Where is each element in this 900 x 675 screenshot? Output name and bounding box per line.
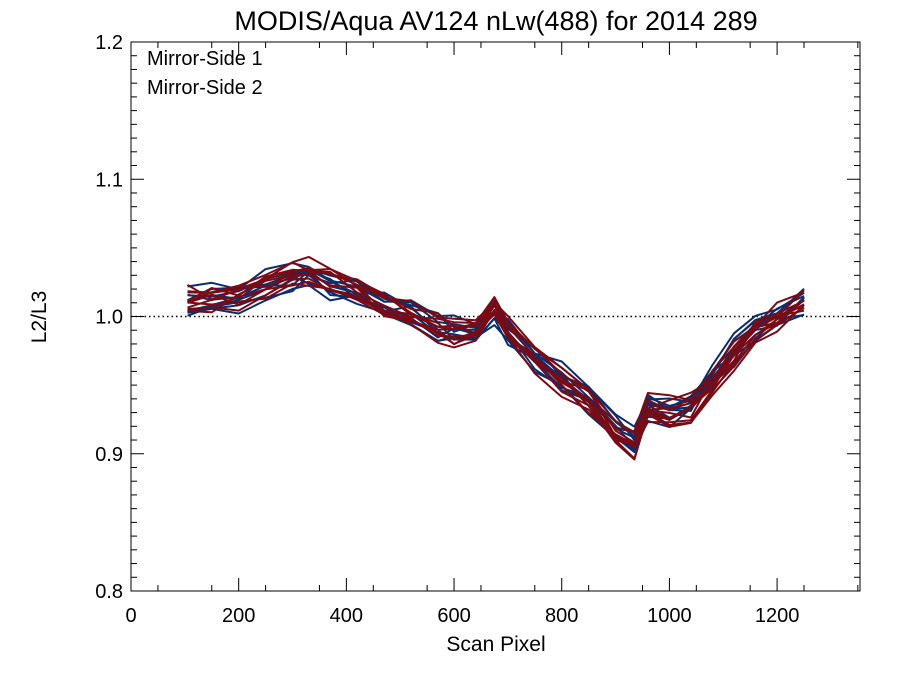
series-line-1 (187, 270, 805, 434)
x-tick-label: 1000 (647, 605, 692, 627)
x-tick-label: 400 (330, 605, 363, 627)
y-axis: 0.8 0.9 1.0 1.1 1.2 (95, 32, 860, 603)
x-axis: 0 200 400 600 800 1000 1200 (125, 42, 859, 627)
y-tick-label: 0.9 (95, 444, 123, 466)
x-tick-label: 600 (437, 605, 470, 627)
x-tick-label: 1200 (755, 605, 800, 627)
x-tick-label: 200 (222, 605, 255, 627)
plot-area (131, 255, 860, 461)
y-tick-label: 1.2 (95, 32, 123, 54)
series-line-2 (187, 269, 805, 445)
y-axis-label: L2/L3 (28, 291, 51, 344)
y-tick-label: 1.0 (95, 307, 123, 329)
series-group-2 (186, 255, 805, 461)
x-tick-label: 0 (125, 605, 136, 627)
series-line-2 (187, 261, 805, 444)
legend-mirror-side-2: Mirror-Side 2 (147, 77, 263, 99)
y-tick-label: 0.8 (95, 581, 123, 603)
legend-mirror-side-1: Mirror-Side 1 (147, 48, 263, 70)
series-line-2 (187, 268, 805, 449)
chart-title: MODIS/Aqua AV124 nLw(488) for 2014 289 (234, 6, 757, 36)
series-line-2 (187, 267, 805, 433)
x-tick-label: 800 (545, 605, 578, 627)
y-tick-label: 1.1 (95, 169, 123, 191)
x-axis-label: Scan Pixel (446, 633, 545, 656)
